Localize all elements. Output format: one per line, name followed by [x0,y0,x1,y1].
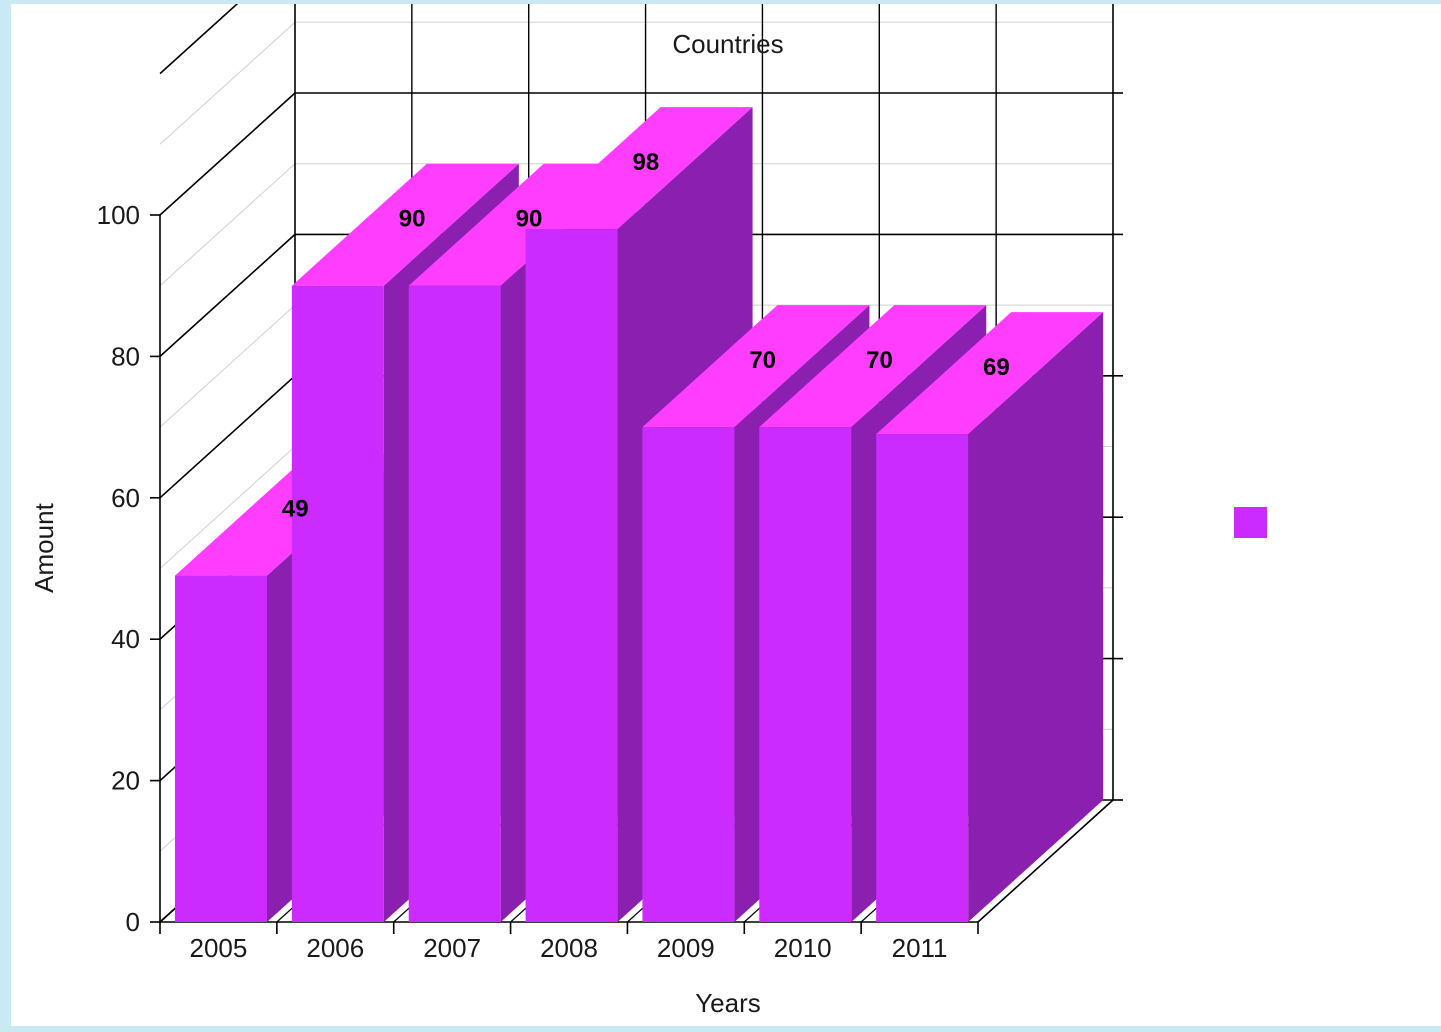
floor-right-edge [977,799,1114,923]
major-gridline [159,92,296,216]
x-tick-label: 2007 [423,933,481,963]
x-tick-label: 2010 [774,933,832,963]
minor-gridline [159,446,296,569]
x-tick-label: 2009 [657,933,715,963]
x-tick-label: 2011 [892,933,948,963]
y-tick-label: 60 [111,483,140,513]
bar-front [525,229,618,922]
y-tick-label: 0 [126,907,140,937]
minor-gridline [159,21,296,145]
bar-top [525,107,753,230]
x-tick-label: 2006 [306,933,364,963]
bar-value-label: 70 [749,347,776,374]
bar-value-label: 70 [866,347,893,374]
bar-front [642,427,735,922]
bar-top [291,163,519,286]
major-gridline [159,375,296,499]
legend-swatch [1234,507,1267,538]
bar-top [759,305,987,428]
chart-title: Countries [672,29,783,59]
y-tick-label: 20 [111,766,140,796]
box-edge [159,4,239,75]
bar-value-label: 90 [399,206,426,233]
y-axis-title: Amount [29,502,59,592]
bar-front [759,427,852,922]
chart-axes: 0 20 40 60 80 100 2005 2006 2007 2008 2009 2010 2011 [97,4,1123,963]
y-tick-label: 100 [97,200,140,230]
bar-top [642,305,870,428]
bar [876,312,1104,922]
major-gridline [159,233,296,357]
bar-value-label: 69 [983,354,1010,381]
bar-value-label: 98 [632,149,659,176]
chart-panel: 0 20 40 60 80 100 2005 2006 2007 2008 2009 2010 2011… [11,4,1441,1026]
chart-bars [175,107,1104,923]
bar-chart-3d: 0 20 40 60 80 100 2005 2006 2007 2008 2009 2010 2011… [29,4,1267,1018]
x-tick-label: 2005 [190,933,248,963]
minor-gridline [159,163,296,287]
x-tick-label: 2008 [540,933,598,963]
chart-data-labels: 49 90 90 98 70 70 69 [282,149,1010,522]
bar-top [876,312,1104,435]
minor-gridline [159,304,296,428]
x-axis-title: Years [695,988,761,1018]
bar-value-label: 90 [516,206,543,233]
y-tick-label: 40 [111,624,140,654]
bar-value-label: 49 [282,495,309,522]
bar-front [175,575,267,922]
bar-side [968,312,1104,922]
bar-front [408,285,501,922]
bar-front [291,285,384,922]
y-tick-label: 80 [111,341,140,371]
bar-front [876,434,969,922]
